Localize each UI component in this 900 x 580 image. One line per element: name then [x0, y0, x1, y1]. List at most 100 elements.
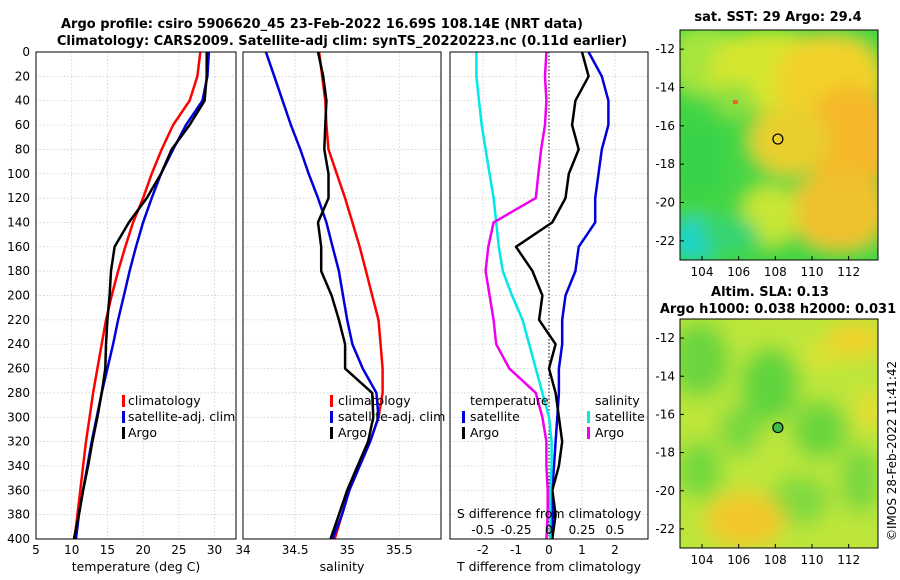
legend-s-argo: Argo [595, 425, 624, 440]
depth-tick-label: 40 [15, 94, 30, 108]
imos-watermark: ©IMOS 28-Feb-2022 11:41:42 [885, 361, 899, 541]
salinity-legend: climatology satellite-adj. clim Argo [330, 393, 445, 440]
temperature-tick-label: 30 [207, 543, 222, 557]
difference-legend: temperature salinity satellite Argo sate… [462, 393, 645, 440]
map-lat-tick-label: -22 [655, 522, 675, 536]
map-lon-tick-label: 112 [837, 553, 860, 567]
sla-argo-position-marker [772, 421, 784, 434]
depth-tick-label: 80 [15, 142, 30, 156]
legend-argo: Argo [338, 425, 367, 440]
map-lon-tick-label: 112 [837, 265, 860, 279]
depth-tick-label: 260 [7, 362, 30, 376]
depth-tick-label: 160 [7, 240, 30, 254]
salinity-axis-ticks: 34 34.5 35 35.5 [235, 543, 412, 557]
salinity-tick-label: 34.5 [282, 543, 309, 557]
sla-heatmap [680, 319, 878, 548]
map-lon-tick-label: 110 [801, 265, 824, 279]
legend-swatch-s-argo [587, 427, 590, 439]
legend-s-satellite: satellite [595, 409, 645, 424]
s-difference-tick-label: -0.5 [471, 523, 494, 537]
salinity-tick-label: 35.5 [386, 543, 413, 557]
depth-tick-label: 280 [7, 386, 30, 400]
t-difference-axis-ticks: -2 -1 0 1 2 [477, 543, 619, 557]
legend-swatch-climatology [122, 395, 125, 407]
map-lat-tick-label: -16 [655, 407, 675, 421]
legend-t-argo: Argo [470, 425, 499, 440]
legend-swatch-satellite [122, 411, 125, 423]
legend-climatology: climatology [338, 393, 411, 408]
salinity-series [264, 52, 384, 539]
legend-swatch-satellite [330, 411, 333, 423]
depth-tick-label: 20 [15, 69, 30, 83]
legend-climatology: climatology [128, 393, 201, 408]
t-difference-tick-label: 0 [545, 543, 553, 557]
depth-tick-label: 200 [7, 289, 30, 303]
sla-map: Altim. SLA: 0.13 Argo h1000: 0.038 h2000… [655, 285, 896, 567]
sst-map-title: sat. SST: 29 Argo: 29.4 [694, 10, 861, 25]
legend-argo: Argo [128, 425, 157, 440]
salinity-tick-label: 34 [235, 543, 250, 557]
depth-tick-label: 220 [7, 313, 30, 327]
t-difference-tick-label: 2 [611, 543, 619, 557]
series-line-salinity-satellite [475, 52, 553, 539]
sla-map-axis-ticks: 104 106 108 110 112 -12 -14 -16 -18 -20 -22 [655, 331, 860, 567]
depth-tick-label: 340 [7, 459, 30, 473]
legend-swatch-s-satellite [587, 411, 590, 423]
depth-tick-label: 0 [22, 45, 30, 59]
series-line-satellite-adj-clim [264, 52, 380, 539]
series-line-argo [316, 52, 375, 539]
legend-salinity-title: salinity [595, 393, 640, 408]
legend-swatch-argo [122, 427, 125, 439]
legend-swatch-climatology [330, 395, 333, 407]
figure-title-line1: Argo profile: csiro 5906620_45 23-Feb-20… [61, 17, 583, 32]
s-difference-axis-ticks: -0.5 -0.25 0 0.25 0.5 [471, 523, 624, 537]
temperature-panel: 0 20 40 60 80 100 120 140 160 180 200 220 240 260 280 3… [7, 45, 237, 574]
sst-heatmap [680, 30, 878, 260]
figure-title-line2: Climatology: CARS2009. Satellite-adj cli… [57, 34, 627, 49]
temperature-tick-label: 20 [136, 543, 151, 557]
map-lat-tick-label: -12 [655, 42, 675, 56]
series-line-climatology [73, 52, 202, 539]
series-line-temperature-argo [514, 52, 590, 539]
depth-tick-label: 60 [15, 118, 30, 132]
depth-tick-label: 180 [7, 264, 30, 278]
map-lat-tick-label: -12 [655, 331, 675, 345]
map-lat-tick-label: -20 [655, 196, 675, 210]
map-lon-tick-label: 110 [801, 553, 824, 567]
series-line-temperature-satellite [551, 52, 610, 539]
map-lat-tick-label: -18 [655, 157, 675, 171]
depth-tick-label: 240 [7, 337, 30, 351]
map-lon-tick-label: 104 [691, 265, 714, 279]
map-lon-tick-label: 106 [727, 265, 750, 279]
sst-map-axis-ticks: 104 106 108 110 112 -12 -14 -16 -18 -20 -22 [655, 42, 860, 279]
depth-tick-label: 360 [7, 483, 30, 497]
salinity-panel: 34 34.5 35 35.5 salinity climatology satell… [235, 51, 445, 574]
map-lat-tick-label: -20 [655, 484, 675, 498]
legend-swatch-argo [330, 427, 333, 439]
map-lon-tick-label: 108 [764, 265, 787, 279]
legend-satellite: satellite-adj. clim [338, 409, 445, 424]
temperature-tick-label: 15 [100, 543, 115, 557]
map-lon-tick-label: 108 [764, 553, 787, 567]
sst-map: sat. SST: 29 Argo: 29.4 104 106 108 110 112 -… [655, 10, 879, 279]
s-difference-tick-label: 0.25 [569, 523, 596, 537]
temperature-xlabel: temperature (deg C) [72, 559, 201, 574]
sla-map-title2: Argo h1000: 0.038 h2000: 0.031 [660, 302, 896, 317]
depth-tick-label: 140 [7, 215, 30, 229]
temperature-series [72, 52, 211, 539]
map-lat-tick-label: -22 [655, 234, 675, 248]
temperature-legend: climatology satellite-adj. clim Argo [122, 393, 235, 440]
map-lat-tick-label: -18 [655, 446, 675, 460]
salinity-xlabel: salinity [320, 559, 365, 574]
depth-tick-label: 400 [7, 532, 30, 546]
legend-t-satellite: satellite [470, 409, 520, 424]
s-difference-tick-label: 0.5 [605, 523, 624, 537]
temperature-tick-label: 25 [171, 543, 186, 557]
depth-tick-label: 100 [7, 167, 30, 181]
salinity-tick-label: 35 [340, 543, 355, 557]
t-difference-tick-label: -2 [477, 543, 489, 557]
legend-swatch-t-satellite [462, 411, 465, 423]
sla-map-title1: Altim. SLA: 0.13 [711, 285, 829, 300]
difference-panel: -2 -1 0 1 2 -0.5 -0.25 0 0.25 0.5 S difference f… [449, 51, 649, 574]
